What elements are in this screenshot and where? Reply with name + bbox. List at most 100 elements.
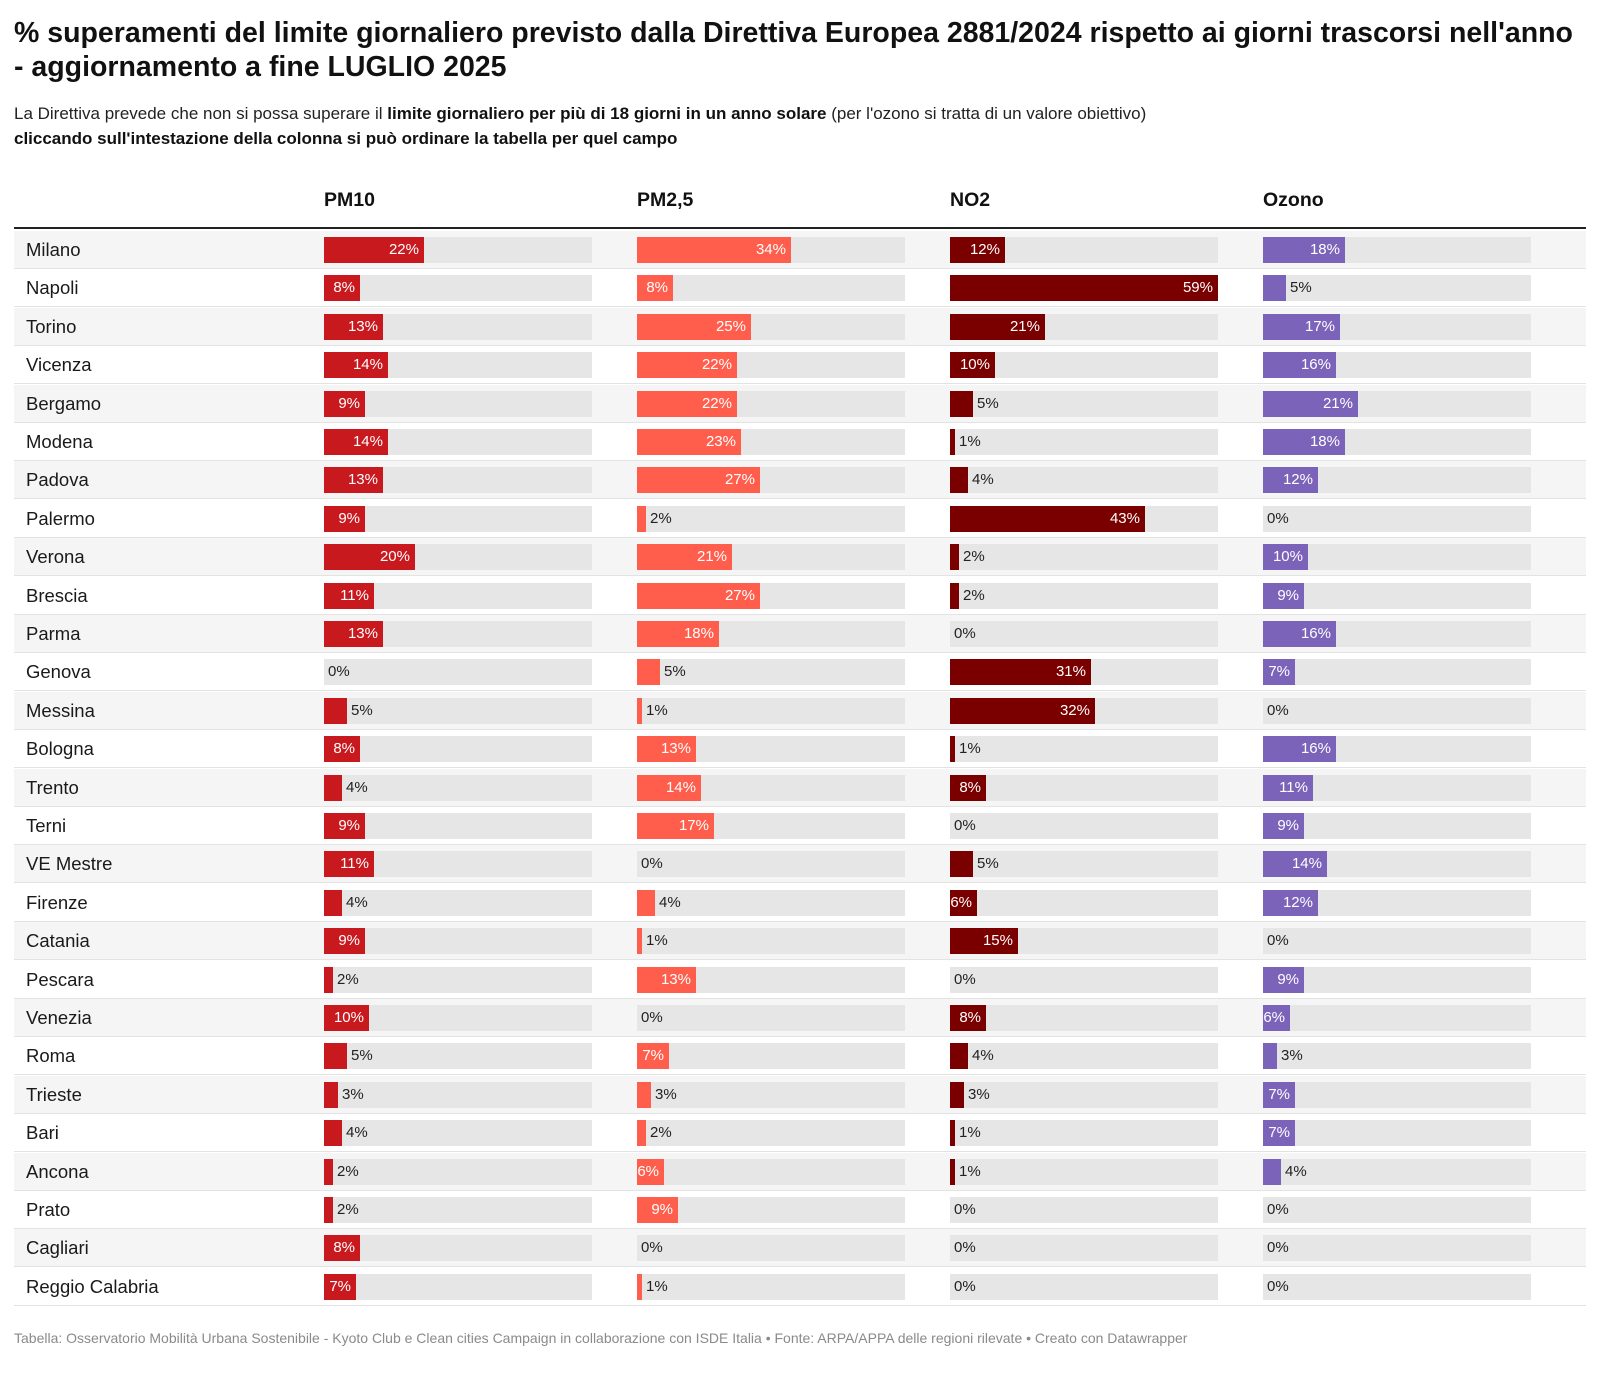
bar-track: 0% <box>1263 1273 1531 1300</box>
bar-value-label: 27% <box>724 471 755 489</box>
column-header-2[interactable]: NO2 <box>950 189 991 211</box>
bar-ozono <box>1263 352 1336 379</box>
bar-value-label: 6% <box>637 1162 659 1180</box>
city-name: Cagliari <box>26 1237 89 1259</box>
bar-track: 14% <box>324 352 592 379</box>
bar-track: 25% <box>637 313 905 340</box>
table-row: Reggio Calabria 7% 1% 0% 0% <box>14 1268 1586 1306</box>
bar-value-label: 34% <box>755 241 786 258</box>
table-row: Roma 5% 7% 4% 3% <box>14 1037 1586 1076</box>
bar-track: 0% <box>1263 928 1531 955</box>
bar-value-label: 14% <box>352 356 383 374</box>
bar-value-label: 22% <box>701 394 732 412</box>
bar-ozono <box>1263 1005 1290 1031</box>
bar-track: 1% <box>950 1120 1218 1147</box>
bar-pm25 <box>637 505 646 532</box>
bar-value-label: 25% <box>715 317 746 335</box>
bar-track: 22% <box>324 237 592 263</box>
bar-track: 15% <box>950 928 1218 955</box>
bar-track: 8% <box>950 1005 1218 1031</box>
bar-pm10 <box>324 1273 356 1300</box>
bar-value-label: 1% <box>646 701 668 719</box>
bar-track: 16% <box>1263 352 1531 379</box>
bar-track: 27% <box>637 582 905 609</box>
bar-value-label: 22% <box>388 241 419 258</box>
bar-ozono <box>1263 544 1308 571</box>
bar-pm10 <box>324 966 333 993</box>
column-header-0[interactable]: PM10 <box>324 189 375 211</box>
bar-pm10 <box>324 621 383 647</box>
bar-track: 13% <box>324 621 592 647</box>
bar-value-label: 5% <box>664 663 686 681</box>
bar-track: 4% <box>950 1043 1218 1070</box>
city-name: Prato <box>26 1199 71 1220</box>
bar-ozono <box>1263 390 1358 417</box>
bar-value-label: 2% <box>337 1162 359 1180</box>
bar-track: 1% <box>950 1158 1218 1185</box>
bar-ozono <box>1263 313 1340 340</box>
bar-track: 11% <box>324 851 592 878</box>
bar-value-label: 12% <box>969 241 1000 258</box>
subtitle-text: La Direttiva prevede che non si possa su… <box>14 104 388 123</box>
bar-track: 10% <box>324 1005 592 1031</box>
bar-pm25 <box>637 659 660 686</box>
bar-value-label: 9% <box>338 394 360 412</box>
city-name: Napoli <box>26 277 79 299</box>
bar-pm10 <box>324 697 347 724</box>
bar-value-label: 0% <box>1267 1277 1289 1295</box>
column-header-3[interactable]: Ozono <box>1263 189 1324 211</box>
bar-track: 27% <box>637 467 905 494</box>
bar-no2 <box>950 928 1018 955</box>
bar-track: 5% <box>950 851 1218 878</box>
bar-pm25 <box>637 813 714 839</box>
bar-track: 13% <box>637 736 905 763</box>
bar-no2 <box>950 736 955 763</box>
bar-pm25 <box>637 1081 651 1108</box>
bar-value-label: 8% <box>333 279 355 297</box>
bar-ozono <box>1263 889 1318 916</box>
bar-value-label: 10% <box>1272 548 1303 566</box>
bar-no2 <box>950 275 1218 302</box>
bar-value-label: 1% <box>959 433 981 450</box>
bar-track: 21% <box>950 313 1218 340</box>
table-row: Trento 4% 14% 8% 11% <box>14 768 1586 807</box>
bar-value-label: 5% <box>351 701 373 719</box>
bar-pm10 <box>324 1081 338 1108</box>
bar-value-label: 0% <box>1267 509 1289 527</box>
bar-track: 0% <box>1263 1197 1531 1223</box>
table-row: Parma 13% 18% 0% 16% <box>14 615 1586 653</box>
table-row: VE Mestre 11% 0% 5% 14% <box>14 845 1586 884</box>
bar-pm10 <box>324 429 388 455</box>
table-row: Messina 5% 1% 32% 0% <box>14 691 1586 730</box>
column-header-1[interactable]: PM2,5 <box>637 189 694 211</box>
table-row: Brescia 11% 27% 2% 9% <box>14 577 1586 615</box>
bar-value-label: 0% <box>954 625 976 642</box>
bar-track: 0% <box>637 851 905 878</box>
bar-track: 2% <box>324 966 592 993</box>
bar-pm25 <box>637 313 751 340</box>
bar-track: 8% <box>324 275 592 302</box>
bar-track: 5% <box>950 390 1218 417</box>
bar-track: 23% <box>637 429 905 455</box>
bar-track: 43% <box>950 505 1218 532</box>
table-row: Bologna 8% 13% 1% 16% <box>14 730 1586 769</box>
bar-track: 3% <box>324 1081 592 1108</box>
bar-value-label: 2% <box>963 586 985 604</box>
bar-value-label: 21% <box>1009 317 1040 335</box>
bar-value-label: 0% <box>328 663 350 681</box>
table-row: Verona 20% 21% 2% 10% <box>14 538 1586 577</box>
bar-value-label: 18% <box>1309 241 1340 258</box>
bar-value-label: 32% <box>1059 701 1090 719</box>
bar-pm25 <box>637 275 673 302</box>
bar-track: 0% <box>1263 1235 1531 1262</box>
bar-track: 1% <box>637 1273 905 1300</box>
table-row: Catania 9% 1% 15% 0% <box>14 922 1586 961</box>
bar-no2 <box>950 659 1091 686</box>
city-name: Roma <box>26 1045 76 1067</box>
bar-no2 <box>950 1005 986 1031</box>
bar-value-label: 20% <box>379 548 410 566</box>
city-name: Venezia <box>26 1007 92 1028</box>
bar-track: 0% <box>950 1197 1218 1223</box>
bar-pm10 <box>324 1197 333 1223</box>
bar-track: 10% <box>950 352 1218 379</box>
